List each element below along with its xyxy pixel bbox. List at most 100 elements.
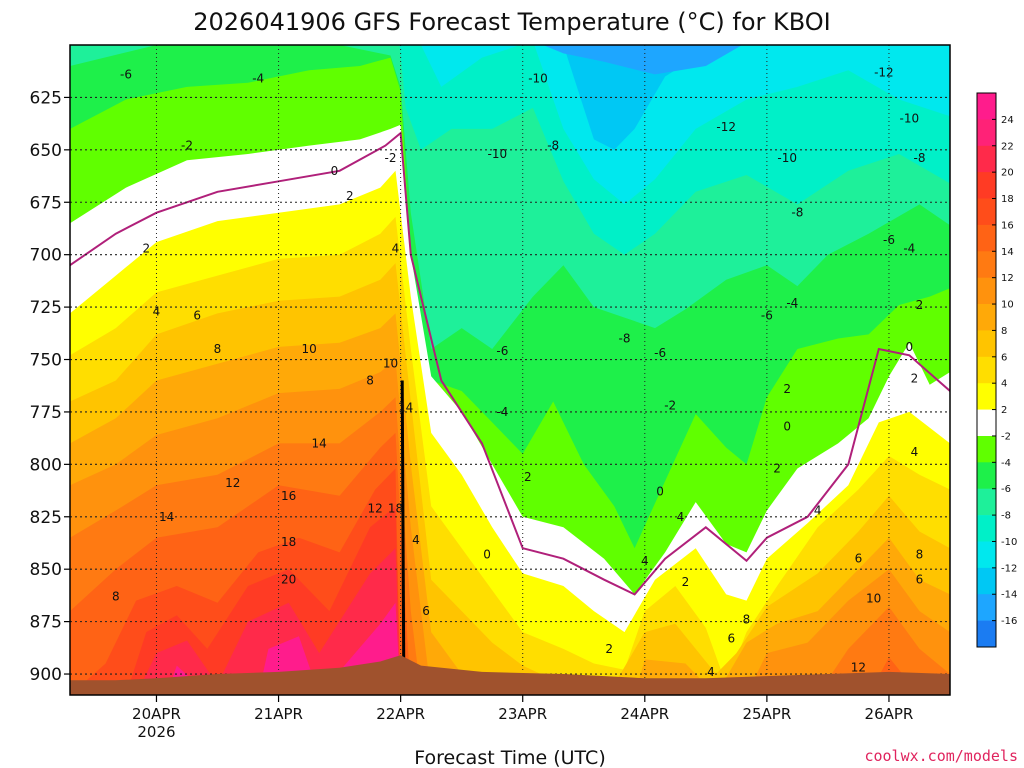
contour-label: 6 [193,309,201,323]
contour-label: 0 [656,485,664,499]
colorbar-swatch [977,488,996,516]
contour-label: -8 [619,332,631,346]
contour-label: 14 [159,510,174,524]
contour-label: -8 [791,206,803,220]
terrain-surface [70,655,950,695]
contour-label: -6 [761,309,773,323]
y-tick-label: 725 [30,298,62,318]
contour-label: 10 [866,592,881,606]
colorbar-label: 2 [1001,405,1007,416]
x-tick-label: 25APR [742,705,791,723]
contour-label: 6 [422,604,430,618]
contour-label: 6 [916,573,924,587]
colorbar-label: 14 [1001,247,1014,258]
colorbar-label: -4 [1001,458,1011,469]
colorbar-label: 10 [1001,300,1014,311]
contour-label: 2 [682,575,690,589]
contour-label: -4 [786,296,798,310]
y-axis: 625 650 675 700 725 750 775 800 825 850 875 900 [30,88,70,685]
contour-label: 8 [366,374,374,388]
contour-label: -2 [385,151,397,165]
contour-label: 14 [398,401,413,415]
colorbar-label: 8 [1001,326,1007,337]
x-tick-year-label: 2026 [137,723,175,741]
contour-label: 2 [773,462,781,476]
contour-label: -8 [914,151,926,165]
colorbar-swatch [977,145,996,173]
y-tick-label: 800 [30,455,62,475]
contour-label: 0 [905,340,913,354]
colorbar-label: 12 [1001,273,1014,284]
contour-label: 8 [916,548,924,562]
x-tick-label: 24APR [620,705,669,723]
contour-label: 4 [153,304,161,318]
colorbar-swatch [977,383,996,410]
contour-label: 10 [301,342,316,356]
contour-label: 0 [783,420,791,434]
coldest-core-region [543,45,743,75]
contour-label: 0 [331,164,339,178]
plot-frame [69,44,951,696]
colorbar-label: -6 [1001,484,1011,495]
contour-label: -10 [528,72,548,86]
colorbar-swatch [977,251,996,278]
colorbar-swatch [977,515,996,542]
colorbar-swatch [977,119,996,147]
contour-label: 12 [225,476,240,490]
y-tick-label: 900 [30,665,62,685]
colorbar-label: 22 [1001,141,1014,152]
contour-label: 2 [916,298,924,312]
colorbar-label: 24 [1001,115,1014,126]
chart-title: 2026041906 GFS Forecast Temperature (°C)… [193,8,831,36]
contour-label: 2 [142,241,150,255]
contour-label: 12 [368,501,383,515]
y-tick-label: 850 [30,560,62,580]
contour-label: 16 [281,489,296,503]
colorbar-swatch [977,567,996,595]
colorbar-swatch [977,541,996,569]
colorbar-label: -14 [1001,590,1017,601]
contour-label: 18 [281,535,296,549]
contour-label: -10 [487,147,507,161]
x-tick-label: 23APR [498,705,547,723]
colorbar-label: -8 [1001,511,1011,522]
contour-label: -6 [120,67,132,81]
y-tick-label: 625 [30,88,62,108]
grid-lines [70,45,950,695]
contour-label: 6 [727,631,735,645]
y-tick-label: 650 [30,141,62,161]
contour-label: -10 [777,151,797,165]
contour-label: -6 [496,344,508,358]
contour-label: 2 [346,189,354,203]
colorbar-label: 6 [1001,352,1007,363]
colorbar-label: -10 [1001,537,1017,548]
y-tick-label: 775 [30,403,62,423]
contour-label: 4 [814,504,822,518]
colorbar-label: 4 [1001,379,1007,390]
contour-label: 14 [312,436,327,450]
contour-label: -4 [496,405,508,419]
y-tick-label: 825 [30,508,62,528]
colorbar-swatch [977,462,996,489]
colorbar-swatch [977,224,996,252]
colorbar-frame [976,92,997,648]
contour-label: -12 [874,65,894,79]
colorbar-swatch [977,620,996,648]
colorbar-swatch [977,277,996,305]
contour-label: -6 [654,346,666,360]
contour-label: 4 [707,665,715,679]
contour-label: 6 [855,552,863,566]
x-axis-label: Forecast Time (UTC) [414,747,605,768]
contour-label: 4 [392,241,400,255]
contour-label: 12 [851,661,866,675]
contour-label: 8 [214,342,222,356]
y-tick-label: 750 [30,351,62,371]
contour-label: -4 [903,241,915,255]
y-tick-label: 700 [30,246,62,266]
contour-label: 2 [605,642,613,656]
contour-label: 0 [483,548,491,562]
contour-label: 4 [412,533,420,547]
contour-label: 2 [524,470,532,484]
